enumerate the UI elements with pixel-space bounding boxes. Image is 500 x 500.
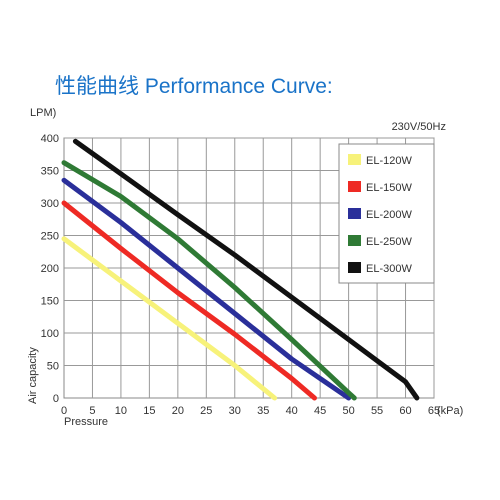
x-tick-label: 65 (428, 405, 440, 417)
series-line-el-150w (61, 200, 317, 401)
x-tick-label: 5 (89, 405, 95, 417)
x-unit-label: (kPa) (437, 405, 463, 417)
legend-swatch (348, 262, 361, 273)
x-tick-label: 30 (229, 405, 241, 417)
legend-label: EL-250W (366, 236, 412, 248)
y-tick-label: 150 (41, 296, 59, 308)
legend-swatch (348, 208, 361, 219)
x-tick-label: 15 (143, 405, 155, 417)
legend-swatch (348, 154, 361, 165)
legend-swatch (348, 181, 361, 192)
axis-labels: LPM) (kPa) Pressure Air capacity 230V/50Hz (27, 107, 463, 428)
y-unit-label: LPM) (30, 107, 56, 119)
chart-subtitle: 230V/50Hz (392, 121, 446, 133)
x-tick-label: 55 (371, 405, 383, 417)
legend-label: EL-120W (366, 155, 412, 167)
legend-label: EL-300W (366, 263, 412, 275)
x-tick-label: 20 (172, 405, 184, 417)
y-tick-label: 400 (41, 133, 59, 145)
axes: 0 5 10 15 20 25 30 35 40 45 50 55 60 65 0 50 100 150 200 25… (41, 133, 440, 417)
series-line-el-250w (61, 160, 357, 401)
y-tick-label: 0 (53, 393, 59, 405)
x-tick-label: 45 (314, 405, 326, 417)
y-tick-label: 100 (41, 328, 59, 340)
series-lines (61, 138, 420, 401)
y-tick-label: 200 (41, 263, 59, 275)
x-tick-label: 25 (200, 405, 212, 417)
x-tick-label: 0 (61, 405, 67, 417)
series-line-el-300w (72, 138, 420, 401)
x-tick-label: 60 (399, 405, 411, 417)
y-axis-title: Air capacity (27, 347, 39, 404)
series-line-el-200w (61, 177, 352, 401)
y-tick-label: 300 (41, 198, 59, 210)
legend-swatch (348, 235, 361, 246)
x-tick-label: 50 (342, 405, 354, 417)
x-tick-label: 35 (257, 405, 269, 417)
legend-label: EL-150W (366, 182, 412, 194)
x-tick-label: 10 (115, 405, 127, 417)
y-tick-label: 350 (41, 166, 59, 178)
legend-label: EL-200W (366, 209, 412, 221)
chart-title: 性能曲线 Performance Curve: (55, 75, 333, 98)
legend: EL-120W EL-150W EL-200W EL-250W EL-300W (338, 143, 435, 284)
y-tick-label: 250 (41, 231, 59, 243)
y-tick-label: 50 (47, 361, 59, 373)
x-axis-title: Pressure (64, 416, 108, 428)
series-line-el-120w (61, 236, 278, 401)
x-tick-label: 40 (286, 405, 298, 417)
